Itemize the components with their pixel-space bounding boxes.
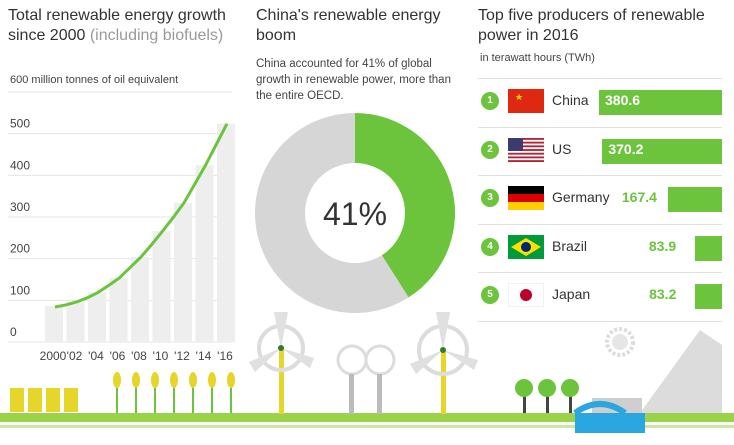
left-unit-label: 600 million tonnes of oil equivalent	[10, 74, 179, 86]
x-tick-label: '02	[67, 349, 83, 363]
rank-badge: 2	[481, 140, 499, 159]
middle-note: China accounted for 41% of global growth…	[256, 58, 451, 102]
country-label: China	[552, 92, 589, 108]
donut-slice-china	[355, 113, 455, 298]
sun-icon	[605, 327, 635, 357]
y-tick-label: 400	[10, 158, 30, 172]
value-bar	[694, 235, 722, 261]
list-divider	[478, 320, 722, 322]
growth-bar	[109, 277, 128, 342]
x-tick-label: '04	[88, 349, 104, 363]
value-label: 83.2	[649, 286, 677, 302]
trees-icon	[515, 379, 579, 413]
value-bar	[667, 187, 722, 212]
rank-badge: 3	[481, 189, 499, 207]
x-tick-label: '08	[131, 349, 147, 363]
donut-slice-rest-of-world	[254, 113, 409, 314]
value-bar	[599, 90, 722, 115]
growth-bar	[217, 123, 235, 343]
producer-row: 1 ★ China 380.6	[478, 78, 722, 126]
value-label: 370.2	[608, 140, 644, 157]
value-label: 167.4	[621, 189, 657, 205]
ground-strip	[0, 413, 734, 422]
right-unit-label: in terawatt hours (TWh)	[480, 52, 595, 64]
growth-bar	[66, 302, 85, 342]
producer-row: 4 Brazil 83.9	[478, 223, 722, 272]
rank-badge: 1	[481, 92, 499, 110]
country-label: Brazil	[552, 237, 588, 254]
left-title-muted: (including biofuels)	[89, 27, 224, 44]
left-title-main: Total renewable energy growth since 2000	[8, 7, 226, 44]
flag-brazil-icon	[508, 234, 544, 259]
x-tick-label: '10	[153, 349, 169, 363]
rank-badge: 5	[481, 286, 499, 304]
country-label: Japan	[552, 286, 591, 302]
y-tick-label: 200	[10, 242, 30, 256]
producer-row: 2 US 370.2	[478, 126, 722, 175]
producer-row: 3 Germany 167.4	[478, 175, 722, 223]
y-tick-label: 300	[10, 200, 30, 214]
x-tick-label: '12	[174, 349, 190, 363]
flag-us-icon	[508, 137, 544, 162]
country-label: Germany	[552, 189, 610, 205]
growth-bar	[152, 231, 171, 342]
producer-row: 5 Japan 83.2	[478, 272, 722, 320]
rank-badge: 4	[481, 237, 499, 256]
flag-germany-icon	[508, 186, 544, 210]
crop-plants-icon	[113, 372, 235, 413]
growth-bar	[195, 165, 214, 342]
svg-text:★: ★	[515, 92, 523, 102]
value-label: 380.6	[605, 92, 641, 108]
middle-panel-title: China's renewable energy boom	[256, 7, 441, 44]
value-bar	[602, 138, 722, 164]
growth-line	[54, 122, 229, 309]
growth-bar	[88, 292, 106, 342]
y-tick-label: 100	[10, 283, 30, 297]
x-tick-label: '06	[110, 349, 126, 363]
growth-bar	[131, 257, 149, 342]
x-tick-label: 2000	[40, 349, 67, 363]
solar-panels-icon	[10, 388, 78, 412]
y-tick-label: 0	[10, 325, 17, 339]
ground-line	[0, 425, 734, 428]
y-tick-label: 500	[10, 117, 30, 131]
growth-bar	[45, 306, 63, 342]
x-tick-label: '16	[217, 349, 233, 363]
right-panel-title: Top five producers of renewable power in…	[478, 7, 705, 44]
x-tick-label: '14	[196, 349, 212, 363]
country-label: US	[552, 140, 572, 157]
flag-japan-icon	[508, 283, 544, 307]
growth-bar	[174, 202, 192, 342]
value-bar	[695, 284, 722, 309]
left-panel-title: Total renewable energy growth since 2000…	[8, 6, 248, 46]
flag-china-icon: ★	[508, 89, 544, 113]
value-label: 83.9	[648, 237, 677, 254]
donut-center-label: 41%	[323, 196, 387, 232]
small-fans-icon	[336, 344, 396, 414]
wind-turbine-left-icon	[249, 312, 314, 414]
hydro-dam-icon	[573, 330, 722, 433]
wind-turbine-right-icon	[410, 312, 478, 414]
